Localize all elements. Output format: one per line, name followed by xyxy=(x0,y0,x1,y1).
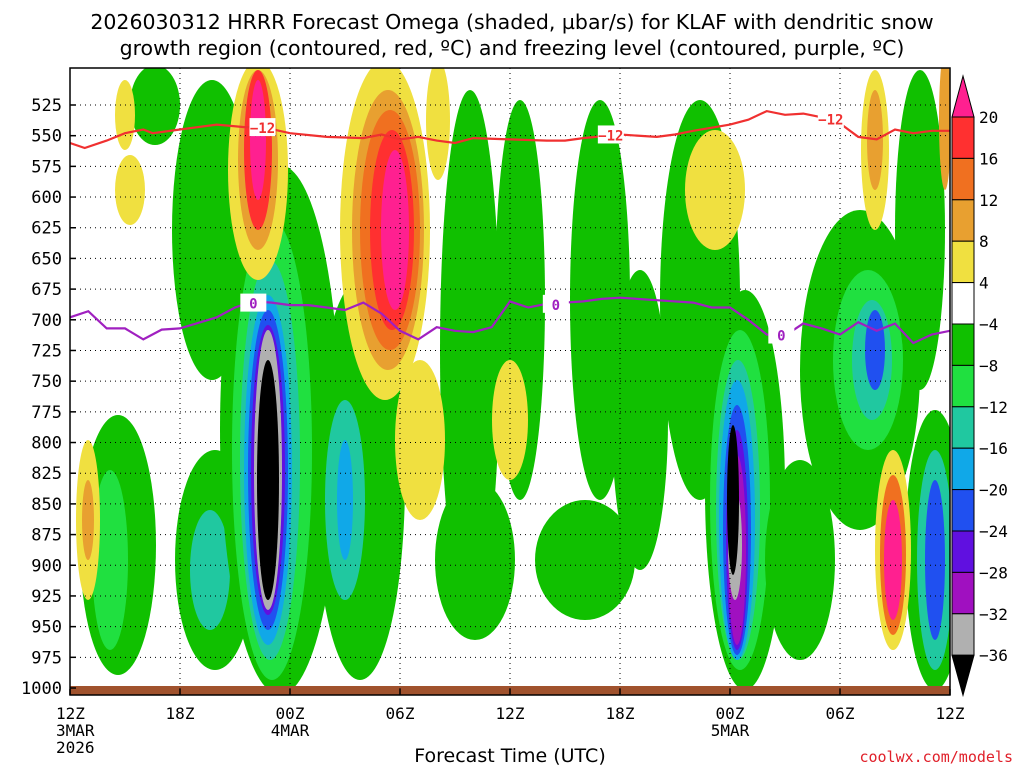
colorbar-swatch xyxy=(951,157,975,201)
y-tick-label: 800 xyxy=(31,434,62,454)
colorbar-label: −36 xyxy=(979,646,1008,665)
y-tick-label: 975 xyxy=(31,648,62,668)
y-tick-label: 950 xyxy=(31,618,62,638)
contour-label: −12 xyxy=(250,121,275,137)
colorbar-swatch xyxy=(951,613,975,656)
x-tick-date: 5MAR xyxy=(711,721,750,740)
colorbar-label: −16 xyxy=(979,439,1008,458)
y-tick-label: 1000 xyxy=(21,679,62,699)
y-tick-label: 650 xyxy=(31,249,62,269)
contour-label: 0 xyxy=(552,298,560,314)
colorbar-swatch xyxy=(951,447,975,491)
contour-label: −12 xyxy=(818,113,843,129)
colorbar-label: 20 xyxy=(979,108,998,127)
y-tick-label: 625 xyxy=(31,219,62,239)
colorbar-swatch xyxy=(951,323,975,366)
colorbar-swatch xyxy=(951,282,975,325)
colorbar-label: −8 xyxy=(979,356,998,375)
y-tick-label: 825 xyxy=(31,464,62,484)
y-tick-label: 900 xyxy=(31,556,62,576)
contour-lines: −12 −12 −12 0 0 0 xyxy=(70,109,950,345)
x-tick-label: 06Z xyxy=(826,704,855,723)
y-tick-label: 675 xyxy=(31,280,62,300)
colorbar-bottom-triangle xyxy=(951,654,975,698)
colorbar-swatch xyxy=(951,116,975,159)
colorbar-top-triangle xyxy=(951,74,975,118)
contour-label-bg xyxy=(597,125,624,144)
contour-line-freezing xyxy=(70,296,950,345)
grid-lines xyxy=(70,68,950,695)
y-axis: 525 550 575 600 625 650 675 700 725 750 775 800 825 8… xyxy=(21,96,76,699)
x-tick-label: 00Z xyxy=(276,704,305,723)
contour-label-bg xyxy=(542,294,569,313)
contour-label-bg xyxy=(817,109,844,128)
colorbar-label: 16 xyxy=(979,149,998,168)
colorbar-label: 12 xyxy=(979,191,998,210)
colorbar-swatch xyxy=(951,530,975,573)
x-tick-date: 3MAR xyxy=(56,721,95,740)
colorbar-label: −24 xyxy=(979,522,1008,541)
contour-label: −12 xyxy=(598,128,623,144)
plot-area: −12 −12 −12 0 0 0 xyxy=(70,68,950,695)
contour-label-bg xyxy=(768,325,795,344)
colorbar-swatch xyxy=(951,364,975,408)
y-tick-label: 575 xyxy=(31,157,62,177)
y-tick-label: 700 xyxy=(31,311,62,331)
contour-label: 0 xyxy=(249,297,257,313)
x-tick-label: 18Z xyxy=(166,704,195,723)
x-tick-label: 12Z xyxy=(56,704,85,723)
contour-label-bg xyxy=(240,293,267,312)
colorbar-label: 4 xyxy=(979,274,989,293)
y-tick-label: 925 xyxy=(31,587,62,607)
y-tick-label: 525 xyxy=(31,96,62,116)
colorbar-label: −32 xyxy=(979,605,1008,624)
y-tick-label: 775 xyxy=(31,403,62,423)
x-axis-label: Forecast Time (UTC) xyxy=(414,745,605,767)
colorbar-label: −12 xyxy=(979,398,1008,417)
chart-title-line1: 2026030312 HRRR Forecast Omega (shaded, … xyxy=(90,10,933,34)
x-tick-label: 06Z xyxy=(386,704,415,723)
x-tick-date: 4MAR xyxy=(271,721,310,740)
x-tick-label: 18Z xyxy=(606,704,635,723)
contour-label: 0 xyxy=(777,329,785,345)
contour-label-bg xyxy=(249,118,276,137)
x-tick-label: 00Z xyxy=(716,704,745,723)
y-tick-label: 875 xyxy=(31,526,62,546)
colorbar-label: −28 xyxy=(979,563,1008,582)
y-tick-label: 750 xyxy=(31,372,62,392)
y-tick-label: 850 xyxy=(31,495,62,515)
y-tick-label: 600 xyxy=(31,188,62,208)
colorbar-label: 8 xyxy=(979,232,989,251)
x-tick-label: 12Z xyxy=(936,704,965,723)
y-tick-label: 725 xyxy=(31,341,62,361)
colorbar-swatch xyxy=(951,489,975,532)
colorbar-label: −20 xyxy=(979,481,1008,500)
colorbar-swatch xyxy=(951,199,975,242)
chart-title-line2: growth region (contoured, red, ºC) and f… xyxy=(120,36,905,60)
x-tick-label: 12Z xyxy=(496,704,525,723)
colorbar-swatch xyxy=(951,571,975,615)
y-tick-label: 550 xyxy=(31,127,62,147)
colorbar-swatch xyxy=(951,240,975,284)
colorbar: 20 16 12 8 4 −4 −8 −12 −16 −20 −24 −28 −32 −36 xyxy=(951,74,1008,698)
x-tick-year: 2026 xyxy=(56,738,95,757)
colorbar-swatch xyxy=(951,406,975,449)
colorbar-label: −4 xyxy=(979,315,998,334)
credit-text: coolwx.com/models xyxy=(859,748,1013,766)
